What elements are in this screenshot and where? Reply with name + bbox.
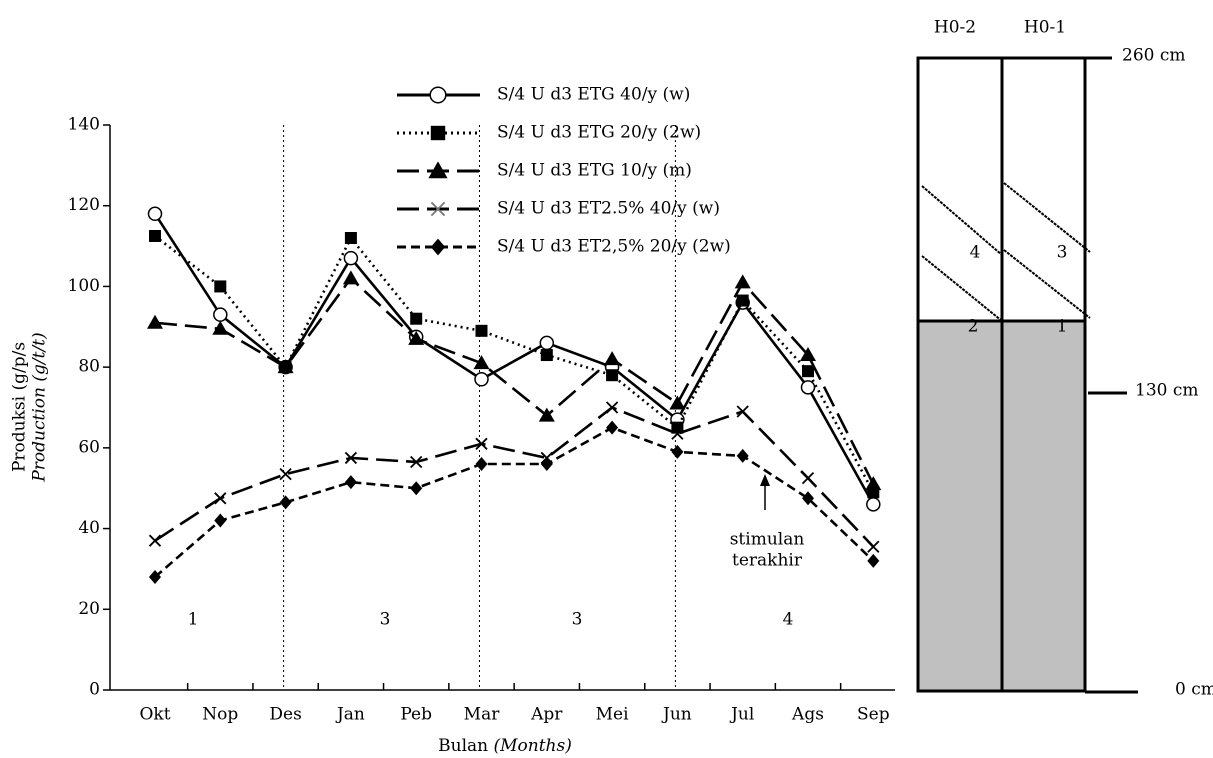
period-label: 1 [188, 610, 199, 630]
y-tick-label: 120 [68, 195, 100, 215]
x-tick-label: Jul [729, 705, 754, 725]
panel-label: 3 [1057, 243, 1068, 263]
point [476, 457, 488, 471]
point [212, 321, 228, 335]
point [149, 230, 161, 242]
level-label: 0 cm [1175, 680, 1213, 700]
x-axis-label-en: (Months) [494, 736, 572, 756]
legend-label: S/4 U d3 ETG 20/y (2w) [497, 123, 701, 143]
point [214, 280, 226, 292]
annotation-arrowhead [760, 474, 770, 486]
point [802, 381, 815, 394]
panel-label: 1 [1057, 317, 1068, 337]
legend-label: S/4 U d3 ETG 40/y (w) [497, 85, 690, 105]
x-tick-label: Des [269, 705, 301, 725]
x-tick-label: Jun [661, 705, 692, 725]
y-tick-label: 20 [78, 599, 100, 619]
point [865, 476, 881, 490]
panel-label: 4 [970, 243, 981, 263]
x-tick-label: Mar [464, 705, 501, 725]
column-label: H0-2 [934, 18, 976, 38]
point [150, 535, 161, 546]
point [344, 252, 357, 265]
point [671, 445, 683, 459]
point [737, 295, 749, 307]
point [147, 315, 163, 329]
point [410, 481, 422, 495]
point [669, 395, 685, 409]
y-axis-label: Production (g/t/t) [30, 332, 50, 482]
point [802, 365, 814, 377]
legend-marker [431, 239, 445, 256]
point [214, 308, 227, 321]
x-tick-label: Mei [596, 705, 629, 725]
period-label: 3 [572, 610, 583, 630]
point [280, 495, 292, 509]
x-tick-label: Okt [139, 705, 170, 725]
y-tick-label: 60 [78, 437, 100, 457]
legend-marker [430, 87, 446, 103]
x-tick-label: Peb [400, 705, 432, 725]
point [345, 475, 357, 489]
point [149, 207, 162, 220]
point [475, 373, 488, 386]
point [606, 421, 618, 435]
point [868, 541, 879, 552]
point [214, 514, 226, 528]
level-label: 130 cm [1135, 381, 1199, 401]
panel-label: 2 [968, 317, 979, 337]
point [541, 457, 553, 471]
y-tick-label: 100 [68, 276, 100, 296]
level-label: 260 cm [1122, 46, 1186, 66]
series-line [155, 236, 873, 492]
legend-label: S/4 U d3 ET2,5% 20/y (2w) [497, 237, 731, 257]
series-line [155, 214, 873, 505]
y-axis-label: Produksi (g/p/s [10, 342, 30, 472]
point [345, 232, 357, 244]
point [476, 325, 488, 337]
chart: H0-2 H0-1 260 cm 130 cm 0 cm 4 3 2 1 Pro… [0, 0, 1213, 758]
x-axis-label-main: Bulan [438, 736, 488, 756]
column-label: H0-1 [1024, 18, 1066, 38]
point [867, 498, 880, 511]
x-tick-label: Ags [791, 705, 824, 725]
legend-label: S/4 U d3 ET2.5% 40/y (w) [497, 199, 720, 219]
x-tick-label: Nop [202, 705, 238, 725]
y-tick-label: 40 [78, 518, 100, 538]
y-tick-label: 0 [89, 680, 100, 700]
legend-label: S/4 U d3 ETG 10/y (m) [497, 161, 692, 181]
point [604, 351, 620, 365]
point [735, 274, 751, 288]
period-label: 3 [380, 610, 391, 630]
annotation: terakhir [732, 551, 803, 571]
x-tick-label: Sep [857, 705, 890, 725]
series-line [155, 278, 873, 484]
x-tick-label: Apr [530, 705, 563, 725]
y-tick-label: 80 [78, 357, 100, 377]
x-tick-label: Jan [335, 705, 365, 725]
point [607, 402, 618, 413]
point [541, 349, 553, 361]
period-label: 4 [783, 610, 794, 630]
point [803, 473, 814, 484]
point [215, 493, 226, 504]
point [540, 336, 553, 349]
point [606, 369, 618, 381]
point [737, 449, 749, 463]
page: H0-2 H0-1 260 cm 130 cm 0 cm 4 3 2 1 Pro… [0, 0, 1213, 758]
point [867, 554, 879, 568]
x-axis-label: Bulan (Months) [438, 736, 572, 756]
y-tick-label: 140 [68, 115, 100, 135]
annotation: stimulan [730, 530, 805, 550]
point [343, 270, 359, 284]
legend-marker [431, 126, 445, 140]
point [410, 313, 422, 325]
diagram: H0-2 H0-1 260 cm 130 cm 0 cm 4 3 2 1 [918, 18, 1213, 700]
